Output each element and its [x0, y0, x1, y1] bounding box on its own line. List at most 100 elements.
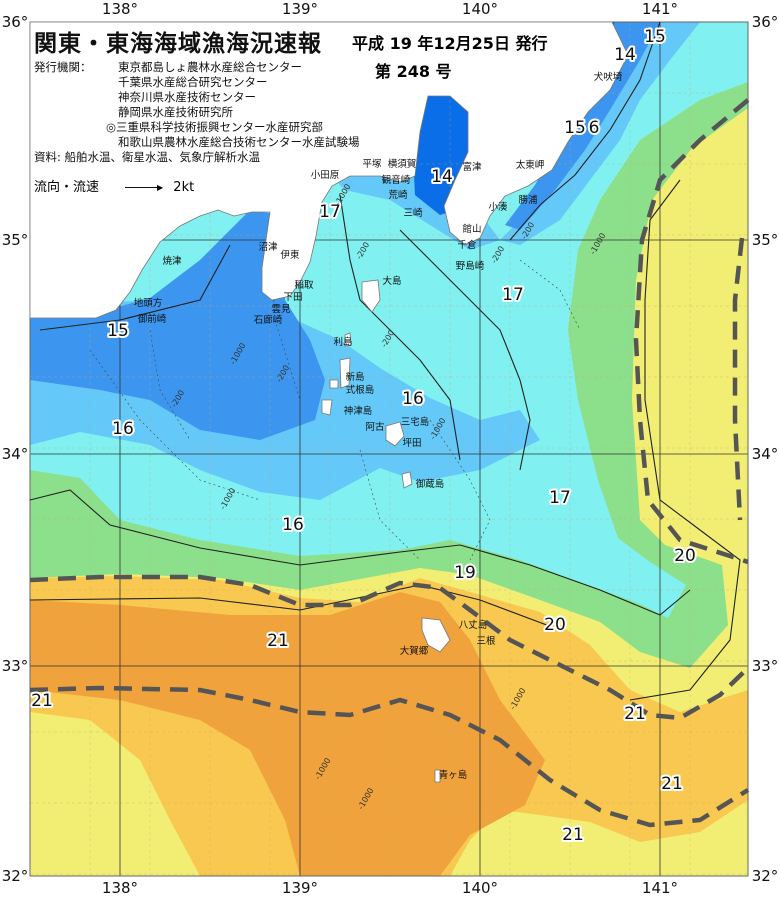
place-name: 八丈島	[459, 619, 488, 631]
land-honshu	[29, 21, 629, 319]
isotherm-line	[29, 489, 691, 616]
temperature-label: 21	[31, 691, 53, 711]
publisher: 神奈川県水産技術センター	[118, 90, 256, 104]
place-name: 御前崎	[138, 313, 167, 325]
place-name: 伊東	[280, 249, 300, 261]
temperature-label: 15	[644, 27, 666, 47]
island	[421, 617, 451, 653]
place-name: 新島	[345, 371, 364, 383]
latitude-label-left: 32°	[2, 867, 29, 885]
place-name: 太東岬	[516, 159, 545, 171]
island	[361, 279, 381, 313]
temperature-label: 17	[549, 488, 571, 508]
isotherm-line	[339, 194, 461, 461]
temperature-label: 19	[454, 563, 476, 583]
longitude-label-bottom: 140°	[462, 879, 498, 897]
depth-contour	[149, 329, 191, 441]
temperature-label: 21	[562, 825, 584, 845]
temperature-label: 15	[107, 321, 129, 341]
temperature-label: 16	[282, 515, 304, 535]
kuroshio-axis-line	[732, 237, 745, 521]
grid-lines	[29, 21, 749, 877]
temperature-label: 15	[564, 118, 586, 138]
place-name: 富津	[462, 161, 482, 173]
kuroshio-axis-line	[29, 685, 750, 828]
place-name: 勝浦	[518, 194, 538, 206]
temperature-label: 20	[674, 546, 696, 566]
latitude-label-right: 33°	[752, 657, 779, 675]
isotherm-line	[399, 229, 531, 471]
place-name: 大賀郷	[400, 645, 429, 657]
temperature-label: 17	[319, 202, 341, 222]
longitude-label-top: 140°	[462, 0, 498, 18]
isotherm-line	[509, 21, 661, 241]
latitude-label-right: 35°	[752, 231, 779, 249]
temperature-label: 16	[402, 389, 424, 409]
longitude-label-bottom: 139°	[282, 879, 318, 897]
place-name: 雲見	[271, 304, 291, 315]
zone-22	[30, 592, 545, 876]
publisher-list: 東京都島しょ農林水産総合センター 千葉県水産総合研究センター 神奈川県水産技術セ…	[106, 60, 360, 150]
place-name: 館山	[462, 223, 481, 235]
zone-15-boso	[505, 22, 660, 230]
isotherm-line	[629, 179, 741, 701]
longitude-label-top: 138°	[102, 0, 138, 18]
land-areas	[29, 21, 629, 783]
temperature-label: 6	[589, 118, 600, 138]
depth-contour	[359, 449, 421, 561]
temperature-label: 16	[112, 419, 134, 439]
arrow-icon: ▶	[125, 183, 163, 192]
kuroshio-axis-line	[633, 98, 750, 565]
current-legend: 流向・流速 ▶ 2kt	[34, 176, 194, 195]
header: 関東・東海海域漁海況速報 発行機関： 東京都島しょ農林水産総合センター 千葉県水…	[34, 24, 360, 165]
place-name: 千倉	[457, 239, 477, 251]
temperature-label: 21	[624, 704, 646, 724]
longitude-label-top: 139°	[282, 0, 318, 18]
place-name: 石廊崎	[254, 314, 283, 326]
place-name: 阿古	[365, 421, 385, 433]
latitude-label-right: 34°	[752, 445, 779, 463]
island	[329, 379, 339, 389]
island	[401, 471, 413, 489]
temperature-label: 14	[431, 167, 453, 187]
publisher: 和歌山県農林水産総合技術センター水産試験場	[118, 135, 360, 149]
temperature-label: 17	[502, 285, 524, 305]
place-name: 小湊	[488, 201, 508, 213]
place-name: 野島崎	[456, 260, 485, 272]
place-name: 三宅島	[401, 416, 430, 428]
place-name: 地頭方	[134, 297, 163, 309]
place-name: 式根島	[346, 384, 375, 396]
place-name: 坪田	[402, 437, 421, 449]
zone-15	[30, 210, 325, 440]
place-name: 焼津	[162, 255, 182, 267]
place-name: 神津島	[344, 405, 373, 417]
place-name: 小田原	[311, 170, 340, 181]
place-name: 横須賀	[388, 158, 417, 170]
depth-contour	[519, 259, 581, 331]
issue-number: 第 248 号	[375, 62, 452, 81]
publisher: ◎三重県科学技術振興センター水産研究部	[106, 120, 324, 134]
current-legend-label: 流向・流速	[34, 180, 100, 195]
latitude-label-right: 36°	[752, 13, 779, 31]
data-sources: 資料: 船舶水温、衛星水温、気象庁解析水温	[34, 150, 261, 164]
temperature-label: 21	[661, 774, 683, 794]
latitude-label-left: 35°	[2, 231, 29, 249]
latitude-label-right: 32°	[752, 867, 779, 885]
longitude-label-bottom: 138°	[102, 879, 138, 897]
publisher: 千葉県水産総合研究センター	[118, 75, 268, 89]
island	[434, 769, 441, 783]
publisher: 東京都島しょ農林水産総合センター	[118, 60, 302, 74]
island	[321, 399, 333, 416]
current-legend-speed: 2kt	[173, 180, 195, 195]
map-title: 関東・東海海域漁海況速報	[34, 31, 322, 57]
publisher-label: 発行機関：	[34, 60, 92, 74]
isotherm-line	[39, 244, 231, 331]
place-name: 観音崎	[382, 174, 411, 186]
latitude-label-left: 36°	[2, 13, 29, 31]
longitude-label-bottom: 141°	[642, 879, 678, 897]
place-name: 利島	[333, 336, 352, 348]
island	[339, 357, 351, 389]
temperature-label: 20	[544, 615, 566, 635]
place-name: 犬吠埼	[594, 71, 623, 83]
